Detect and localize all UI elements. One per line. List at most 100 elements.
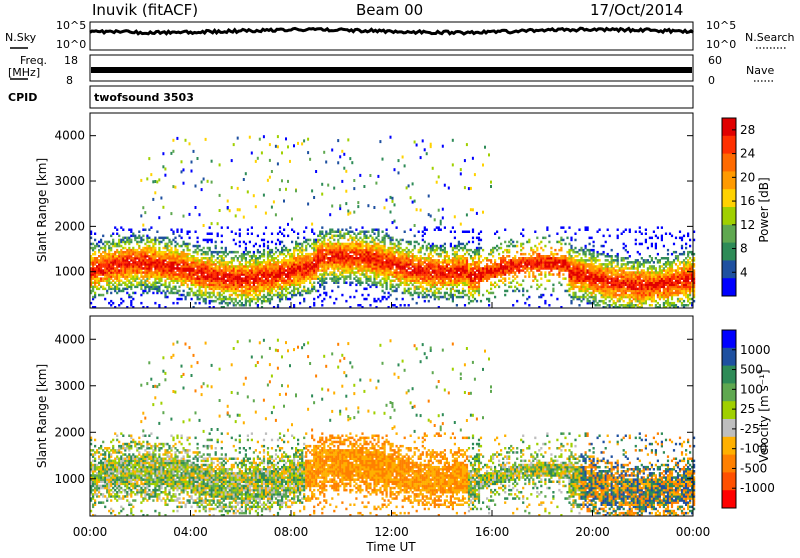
- power-cell: [156, 180, 158, 183]
- power-cell: [424, 288, 426, 291]
- power-cell: [460, 243, 462, 246]
- power-cell: [289, 253, 291, 256]
- power-cell: [355, 241, 357, 244]
- power-cell: [357, 304, 359, 307]
- power-cell: [446, 273, 448, 276]
- power-cell: [283, 257, 285, 260]
- power-cell: [357, 233, 359, 236]
- power-cell: [309, 290, 311, 293]
- power-cell: [199, 249, 201, 252]
- power-cell: [556, 233, 558, 236]
- freq-tick-low: 8: [66, 74, 73, 87]
- power-cell: [482, 164, 484, 167]
- power-cell: [492, 263, 494, 266]
- power-cell: [394, 251, 396, 254]
- power-cell: [172, 185, 174, 188]
- power-cell: [138, 277, 140, 280]
- power-cell: [456, 290, 458, 293]
- power-cell: [183, 168, 185, 171]
- power-cell: [325, 243, 327, 246]
- power-cell: [158, 241, 160, 244]
- power-cell: [347, 210, 349, 213]
- power-cell: [552, 273, 554, 276]
- power-cell: [245, 247, 247, 250]
- power-cell: [456, 251, 458, 254]
- power-cell: [522, 257, 524, 260]
- power-cell: [466, 143, 468, 146]
- power-cell: [548, 304, 550, 307]
- power-cell: [195, 292, 197, 295]
- power-cell: [174, 286, 176, 289]
- power-cell: [233, 143, 235, 146]
- power-cell: [464, 231, 466, 234]
- power-cell: [422, 245, 424, 248]
- power-cell: [217, 298, 219, 301]
- power-cell: [452, 253, 454, 256]
- power-cell: [307, 243, 309, 246]
- power-cell: [279, 265, 281, 268]
- power-cell: [229, 302, 231, 305]
- power-cell: [277, 304, 279, 307]
- power-cell: [271, 296, 273, 299]
- power-cell: [201, 181, 203, 184]
- power-cell: [486, 298, 488, 301]
- power-cell: [371, 245, 373, 248]
- power-cell: [112, 253, 114, 256]
- power-cell: [277, 249, 279, 252]
- power-cell: [384, 235, 386, 238]
- power-cell: [353, 267, 355, 270]
- power-cell: [219, 292, 221, 295]
- power-cell: [498, 280, 500, 283]
- power-cell: [307, 203, 309, 206]
- power-cell: [285, 247, 287, 250]
- power-cell: [160, 284, 162, 287]
- power-cell: [422, 231, 424, 234]
- power-cell: [112, 280, 114, 283]
- power-cell: [373, 253, 375, 256]
- power-cell: [480, 255, 482, 258]
- power-cell: [136, 237, 138, 240]
- power-cell: [209, 233, 211, 236]
- power-cell: [285, 188, 287, 191]
- power-cell: [239, 233, 241, 236]
- power-cell: [251, 233, 253, 236]
- power-cell: [390, 211, 392, 214]
- power-cell: [460, 296, 462, 299]
- power-cell: [156, 251, 158, 254]
- power-cell: [512, 241, 514, 244]
- power-cell: [160, 241, 162, 244]
- power-cell: [544, 288, 546, 291]
- power-cell: [353, 187, 355, 190]
- power-cell: [203, 251, 205, 254]
- power-cell: [530, 247, 532, 250]
- power-cell: [450, 265, 452, 268]
- power-cell: [219, 163, 221, 166]
- power-cell: [538, 286, 540, 289]
- power-cell: [110, 253, 112, 256]
- power-cell: [520, 269, 522, 272]
- power-cell: [102, 269, 104, 272]
- power-cell: [126, 284, 128, 287]
- power-cell: [317, 290, 319, 293]
- power-cell: [247, 261, 249, 264]
- power-cell: [406, 251, 408, 254]
- power-cell: [203, 261, 205, 264]
- power-cell: [329, 277, 331, 280]
- power-cell: [482, 294, 484, 297]
- power-cell: [233, 239, 235, 242]
- power-cell: [440, 245, 442, 248]
- power-cell: [490, 292, 492, 295]
- power-cell: [122, 229, 124, 232]
- power-cell: [377, 239, 379, 242]
- power-cell: [327, 257, 329, 260]
- power-cell: [468, 253, 470, 256]
- power-cell: [512, 290, 514, 293]
- power-cell: [540, 271, 542, 274]
- power-cell: [464, 159, 466, 162]
- power-cell: [255, 298, 257, 301]
- power-cell: [199, 275, 201, 278]
- power-cell: [345, 243, 347, 246]
- power-cell: [277, 162, 279, 165]
- power-cell: [150, 239, 152, 242]
- power-cell: [414, 141, 416, 144]
